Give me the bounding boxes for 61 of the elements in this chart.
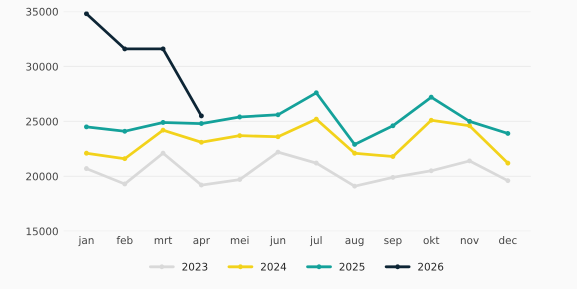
- point: [84, 166, 89, 172]
- point: [428, 168, 434, 174]
- point: [84, 124, 89, 130]
- point: [160, 120, 166, 125]
- legend-label: 2023: [182, 262, 208, 271]
- point: [314, 116, 319, 122]
- point: [160, 46, 166, 52]
- x-tick-label: nov: [460, 238, 479, 244]
- legend-label: 2024: [260, 262, 286, 271]
- point: [276, 134, 280, 140]
- point: [428, 94, 434, 100]
- x-tick-label: jun: [270, 236, 286, 246]
- point: [352, 150, 358, 156]
- point: [505, 160, 510, 166]
- point: [467, 123, 472, 128]
- point: [122, 128, 128, 134]
- point: [352, 142, 358, 147]
- point: [198, 121, 204, 126]
- point: [122, 46, 128, 52]
- x-tick-label: mei: [230, 236, 248, 244]
- point: [160, 128, 166, 133]
- point: [84, 150, 89, 156]
- y-tick-label: 15000: [26, 227, 58, 236]
- x-tick-label: sep: [384, 238, 402, 246]
- x-tick-label: feb: [116, 236, 133, 244]
- point: [198, 113, 204, 118]
- x-tick-label: mrt: [154, 236, 172, 244]
- y-tick-label: 35000: [26, 8, 58, 16]
- point: [237, 177, 242, 182]
- legend-label: 2026: [418, 262, 444, 271]
- y-tick-label: 20000: [26, 172, 58, 180]
- x-tick-label: aug: [345, 238, 364, 246]
- point: [390, 154, 396, 159]
- x-tick-label: apr: [193, 238, 210, 246]
- point: [122, 156, 128, 162]
- x-tick-label: jul: [310, 236, 322, 246]
- point: [237, 114, 242, 120]
- point: [198, 140, 204, 145]
- legend-label: 2025: [340, 262, 364, 271]
- point: [505, 178, 510, 184]
- point: [467, 118, 472, 124]
- y-tick-label: 25000: [26, 118, 58, 126]
- x-tick-label: jan: [78, 236, 94, 246]
- point: [276, 112, 280, 118]
- point: [390, 123, 396, 128]
- point: [122, 182, 128, 186]
- point: [160, 150, 166, 156]
- point: [84, 12, 89, 16]
- x-tick-label: dec: [499, 236, 517, 244]
- x-tick-label: okt: [424, 236, 440, 244]
- point: [237, 133, 242, 138]
- point: [428, 118, 434, 123]
- point: [198, 182, 204, 188]
- point: [276, 150, 280, 155]
- y-tick-label: 30000: [26, 62, 58, 71]
- point: [314, 90, 319, 96]
- point: [505, 131, 510, 136]
- point: [390, 174, 396, 180]
- point: [467, 158, 472, 164]
- point: [314, 160, 319, 166]
- point: [352, 184, 358, 189]
